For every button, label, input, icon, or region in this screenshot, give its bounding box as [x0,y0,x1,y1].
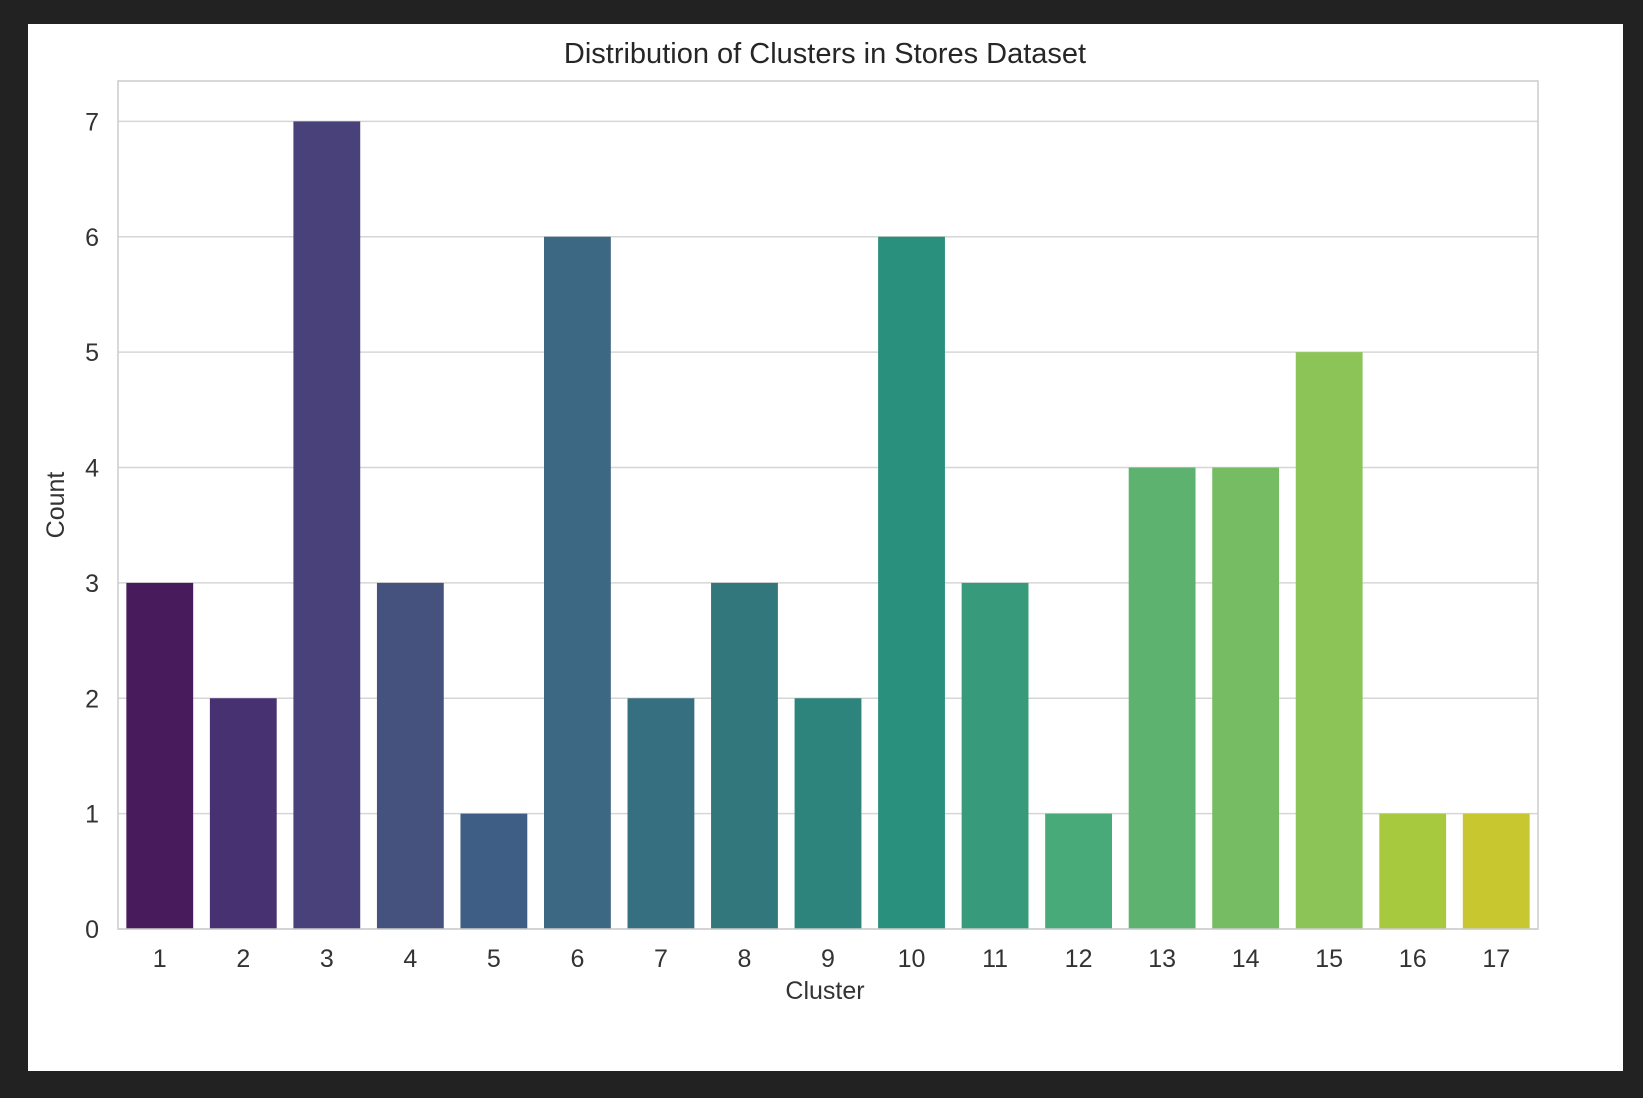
y-tick-label: 4 [85,455,99,483]
x-tick-label: 1 [153,945,167,973]
x-axis-label: Cluster [785,977,864,1005]
y-tick-label: 7 [85,108,99,136]
y-tick-labels: 0 1 2 3 4 5 6 7 [85,108,99,944]
y-tick-label: 2 [85,685,99,713]
bar-cluster-16 [1379,813,1447,929]
x-tick-label: 16 [1399,945,1427,973]
bar-cluster-17 [1462,813,1530,929]
x-tick-label: 9 [821,945,835,973]
x-tick-label: 7 [654,945,668,973]
bar-cluster-5 [460,813,528,929]
bar-cluster-12 [1045,813,1112,929]
x-tick-label: 11 [982,945,1008,973]
x-tick-label: 15 [1315,945,1343,973]
bar-cluster-9 [794,698,862,929]
y-tick-label: 1 [85,801,99,829]
y-tick-label: 6 [85,224,99,252]
chart-title: Distribution of Clusters in Stores Datas… [564,38,1086,70]
y-tick-label: 0 [85,916,99,944]
bar-cluster-2 [209,698,277,929]
bar-cluster-13 [1128,467,1196,929]
x-tick-label: 2 [236,945,250,973]
bars [126,121,1530,929]
x-tick-label: 12 [1065,945,1093,973]
bar-cluster-7 [627,698,695,929]
bar-cluster-11 [961,582,1029,929]
bar-cluster-8 [711,582,778,929]
bar-cluster-14 [1212,467,1280,929]
y-axis-label: Count [42,472,70,539]
plot-frame [117,80,1539,930]
x-tick-label: 5 [487,945,501,973]
y-tick-label: 5 [85,339,99,367]
x-tick-label: 17 [1482,945,1510,973]
bar-cluster-15 [1295,352,1363,929]
x-tick-label: 10 [898,945,926,973]
bar-cluster-10 [878,236,945,929]
x-tick-label: 4 [403,945,417,973]
x-tick-label: 3 [320,945,334,973]
bar-cluster-3 [293,121,361,929]
x-tick-label: 8 [738,945,752,973]
x-tick-label: 14 [1232,945,1260,973]
x-tick-labels: 1 2 3 4 5 6 7 8 9 10 11 12 13 14 15 16 17 [153,945,1510,973]
bar-cluster-6 [544,236,611,929]
x-tick-label: 13 [1148,945,1176,973]
y-tick-label: 3 [85,570,99,598]
x-tick-label: 6 [570,945,584,973]
bar-cluster-4 [376,582,444,929]
bar-cluster-1 [126,582,194,929]
